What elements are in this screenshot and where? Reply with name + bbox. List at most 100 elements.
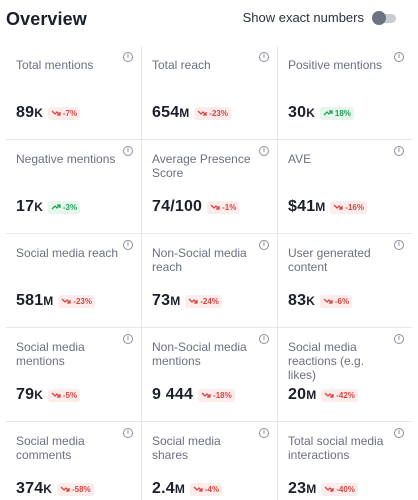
change-badge: -23% bbox=[58, 294, 95, 308]
metric-unit: K bbox=[306, 294, 315, 308]
info-icon[interactable]: i bbox=[394, 428, 404, 438]
info-icon[interactable]: i bbox=[259, 52, 269, 62]
metric-unit: M bbox=[306, 388, 317, 402]
change-badge: -42% bbox=[321, 388, 358, 402]
change-badge: -24% bbox=[185, 294, 222, 308]
metric-value-row: 79 K -5% bbox=[16, 386, 81, 404]
trend-down-icon bbox=[60, 486, 70, 492]
metric-value: 79 bbox=[16, 386, 35, 403]
change-badge: -5% bbox=[47, 388, 81, 402]
trend-down-icon bbox=[188, 298, 198, 304]
change-value: -24% bbox=[200, 296, 219, 306]
change-value: -18% bbox=[213, 390, 232, 400]
metric-value: 30 bbox=[288, 104, 307, 121]
metric-unit: K bbox=[34, 388, 43, 402]
metric-card: Non-Social media mentions i 9 444 -18% bbox=[142, 328, 278, 422]
metric-label: Total social media interactions bbox=[288, 434, 384, 462]
metric-value-row: $41 M -16% bbox=[288, 198, 367, 216]
toggle-track bbox=[378, 13, 396, 23]
trend-down-icon bbox=[193, 486, 203, 492]
metric-value-row: 2.4 M -4% bbox=[152, 480, 223, 498]
change-value: -5% bbox=[62, 390, 78, 400]
metric-unit: K bbox=[34, 200, 43, 214]
metric-unit: M bbox=[315, 200, 326, 214]
metric-label: User generated content bbox=[288, 246, 371, 274]
metric-value-row: 23 M -40% bbox=[288, 480, 358, 498]
metric-card: Non-Social media reach i 73 M -24% bbox=[142, 234, 278, 328]
info-icon[interactable]: i bbox=[123, 52, 133, 62]
metric-value: 654 bbox=[152, 104, 180, 121]
change-value: -16% bbox=[345, 202, 364, 212]
toggle-label: Show exact numbers bbox=[242, 10, 364, 25]
change-badge: 18% bbox=[319, 106, 354, 120]
info-icon[interactable]: i bbox=[394, 146, 404, 156]
metric-unit: M bbox=[174, 482, 185, 496]
metric-value-row: 581 M -23% bbox=[16, 292, 95, 310]
metric-value-row: 654 M -23% bbox=[152, 104, 231, 122]
change-value: -58% bbox=[71, 484, 91, 494]
metric-label: Social media reactions (e.g. likes) bbox=[288, 340, 365, 382]
change-badge: -18% bbox=[198, 388, 235, 402]
metric-card: Total social media interactions i 23 M -40% bbox=[278, 422, 412, 500]
metric-value: 374 bbox=[16, 480, 44, 497]
metric-unit: M bbox=[170, 294, 181, 308]
metric-label: Average Presence Score bbox=[152, 152, 251, 180]
info-icon[interactable]: i bbox=[259, 428, 269, 438]
trend-up-icon bbox=[51, 204, 61, 210]
toggle-knob bbox=[372, 10, 386, 25]
metric-card: Positive mentions i 30 K 18% bbox=[278, 46, 412, 140]
change-value: -42% bbox=[336, 390, 355, 400]
metric-label: Positive mentions bbox=[288, 58, 383, 72]
change-badge: -1% bbox=[207, 200, 240, 214]
info-icon[interactable]: i bbox=[259, 334, 269, 344]
metric-unit: M bbox=[179, 106, 190, 120]
info-icon[interactable]: i bbox=[394, 240, 404, 250]
metric-value: 17 bbox=[16, 198, 35, 215]
metric-value: 73 bbox=[152, 292, 171, 309]
metric-value: 74/100 bbox=[152, 198, 203, 215]
trend-down-icon bbox=[324, 486, 334, 492]
change-badge: -6% bbox=[319, 294, 353, 308]
metric-value-row: 83 K -6% bbox=[288, 292, 353, 310]
metric-unit: K bbox=[34, 106, 43, 120]
metrics-grid: Total mentions i 89 K -7% Total reach i 654 M -23… bbox=[6, 46, 412, 500]
change-badge: -58% bbox=[56, 482, 94, 496]
metric-value-row: 74/100 -1% bbox=[152, 198, 240, 216]
change-value: -6% bbox=[334, 296, 350, 306]
metric-value: 2.4 bbox=[152, 480, 175, 497]
trend-down-icon bbox=[61, 298, 71, 304]
info-icon[interactable]: i bbox=[394, 52, 404, 62]
info-icon[interactable]: i bbox=[123, 428, 133, 438]
change-badge: -4% bbox=[189, 482, 223, 496]
metric-value: 9 444 bbox=[152, 386, 194, 403]
metric-card: Social media mentions i 79 K -5% bbox=[6, 328, 142, 422]
change-value: -7% bbox=[62, 108, 78, 118]
exact-numbers-toggle[interactable] bbox=[372, 10, 396, 25]
metric-value-row: 20 M -42% bbox=[288, 386, 358, 404]
metric-value: 20 bbox=[288, 386, 307, 403]
metric-unit: K bbox=[43, 482, 52, 496]
metric-value-row: 17 K -3% bbox=[16, 198, 81, 216]
metric-card: Negative mentions i 17 K -3% bbox=[6, 140, 142, 234]
metric-value: 581 bbox=[16, 292, 44, 309]
metric-label: Social media shares bbox=[152, 434, 221, 462]
metric-value: $41 bbox=[288, 198, 316, 215]
metric-value: 23 bbox=[288, 480, 307, 497]
info-icon[interactable]: i bbox=[123, 240, 133, 250]
change-value: -3% bbox=[62, 202, 78, 212]
metric-card: Total reach i 654 M -23% bbox=[142, 46, 278, 140]
trend-down-icon bbox=[324, 392, 334, 398]
info-icon[interactable]: i bbox=[123, 146, 133, 156]
info-icon[interactable]: i bbox=[123, 334, 133, 344]
info-icon[interactable]: i bbox=[394, 334, 404, 344]
change-value: -40% bbox=[336, 484, 355, 494]
change-badge: -7% bbox=[47, 106, 81, 120]
info-icon[interactable]: i bbox=[259, 240, 269, 250]
metric-label: Social media reach bbox=[16, 246, 119, 260]
metric-card: AVE i $41 M -16% bbox=[278, 140, 412, 234]
metric-label: Non-Social media mentions bbox=[152, 340, 247, 368]
info-icon[interactable]: i bbox=[259, 146, 269, 156]
metric-card: Average Presence Score i 74/100 -1% bbox=[142, 140, 278, 234]
change-badge: -23% bbox=[194, 106, 231, 120]
metric-card: Total mentions i 89 K -7% bbox=[6, 46, 142, 140]
